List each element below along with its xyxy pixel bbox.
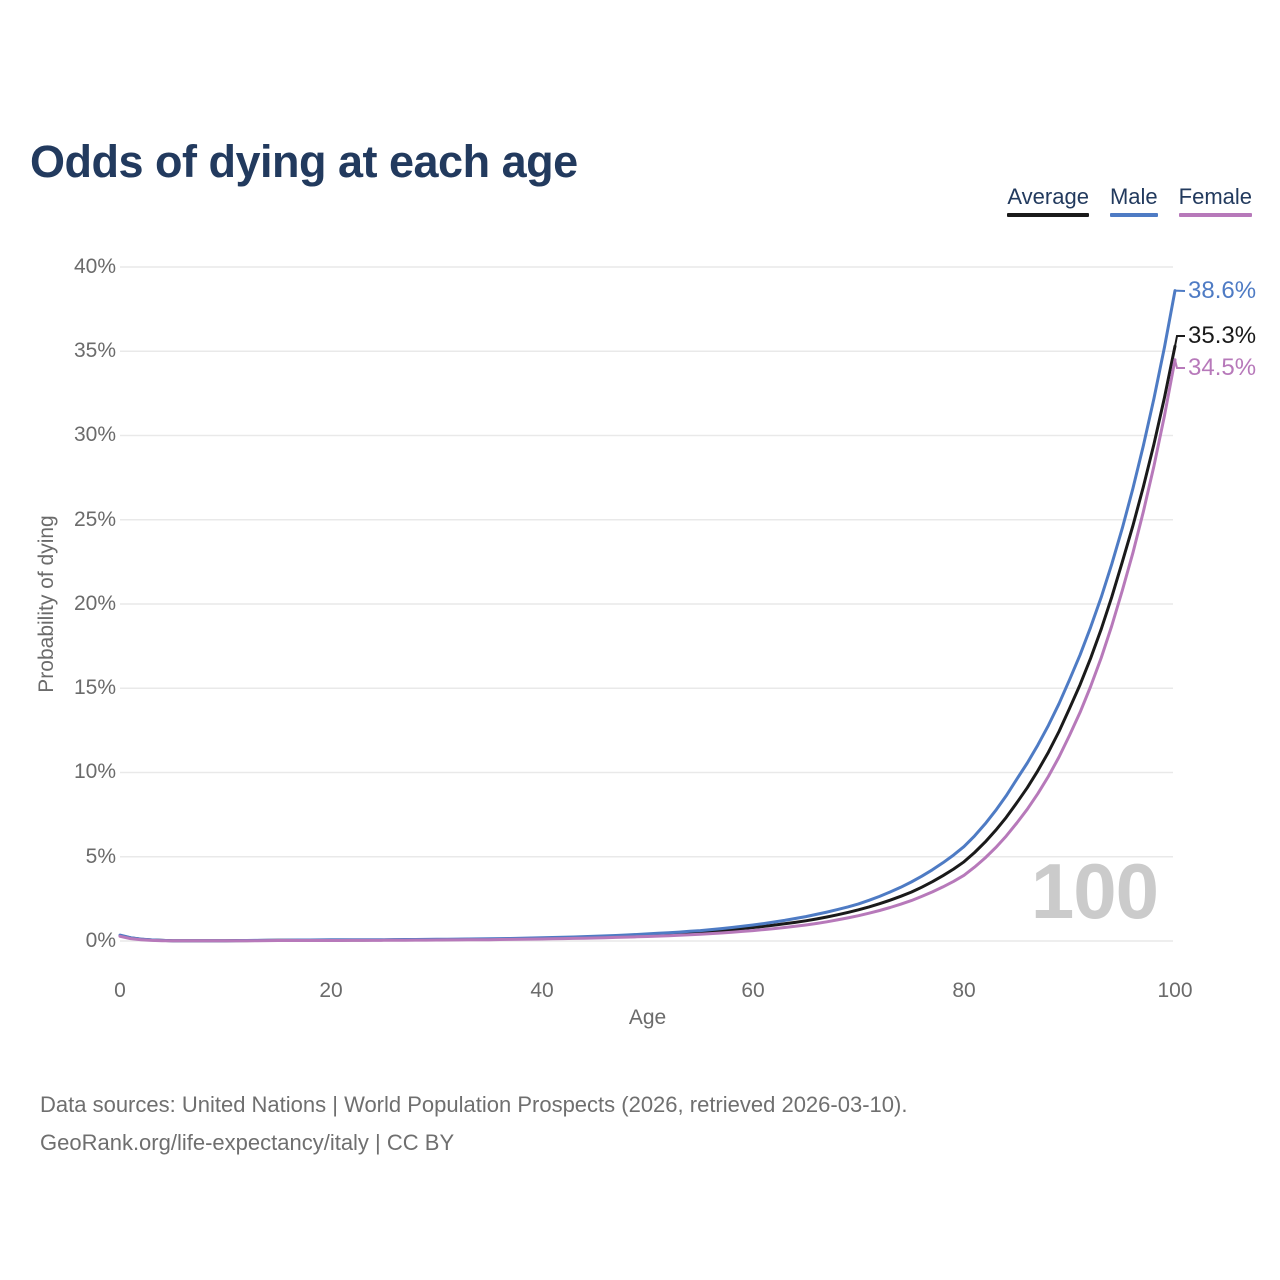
x-tick-60: 60 — [741, 979, 765, 1002]
x-tick-0: 0 — [114, 979, 126, 1002]
end-label-female: 34.5% — [1188, 354, 1257, 381]
legend-label-average: Average — [1007, 184, 1089, 209]
curve-female — [118, 358, 1177, 943]
gridlines — [120, 266, 1173, 942]
y-tick-25: 25% — [73, 508, 116, 531]
legend-swatch-male — [1109, 213, 1158, 217]
legend-item-average[interactable]: Average — [1007, 184, 1089, 217]
legend-swatch-female — [1178, 213, 1252, 217]
y-tick-35: 35% — [73, 339, 116, 362]
source-attribution: Data sources: United Nations | World Pop… — [40, 1086, 907, 1162]
mortality-curves — [118, 289, 1177, 943]
x-tick-80: 80 — [952, 979, 976, 1002]
source-line-2: GeoRank.org/life-expectancy/italy | CC B… — [40, 1130, 455, 1155]
x-axis-title: Age — [628, 1006, 667, 1029]
age-watermark: 100 — [1030, 847, 1159, 935]
y-tick-40: 40% — [73, 255, 116, 278]
curve-male — [118, 289, 1177, 943]
y-tick-10: 10% — [73, 760, 116, 783]
y-tick-5: 5% — [85, 845, 116, 868]
y-tick-30: 30% — [73, 423, 116, 446]
legend-label-male: Male — [1109, 184, 1158, 209]
legend: Average Male Female — [1007, 184, 1252, 217]
y-axis-title: Probability of dying — [35, 515, 58, 693]
source-line-1: Data sources: United Nations | World Pop… — [40, 1092, 908, 1117]
y-tick-15: 15% — [73, 676, 116, 699]
end-label-male: 38.6% — [1188, 277, 1257, 304]
x-tick-40: 40 — [530, 979, 554, 1002]
legend-item-male[interactable]: Male — [1109, 184, 1158, 217]
connector-female — [1174, 359, 1185, 369]
connector-average — [1174, 335, 1185, 347]
page-title: Odds of dying at each age — [30, 136, 578, 188]
legend-item-female[interactable]: Female — [1178, 184, 1252, 217]
x-tick-20: 20 — [319, 979, 343, 1002]
legend-label-female: Female — [1178, 184, 1252, 209]
y-tick-20: 20% — [73, 592, 116, 615]
end-label-connectors — [1174, 289, 1186, 369]
legend-swatch-average — [1007, 213, 1089, 217]
y-tick-0: 0% — [85, 929, 116, 952]
end-label-average: 35.3% — [1188, 322, 1257, 349]
x-tick-100: 100 — [1157, 979, 1193, 1002]
